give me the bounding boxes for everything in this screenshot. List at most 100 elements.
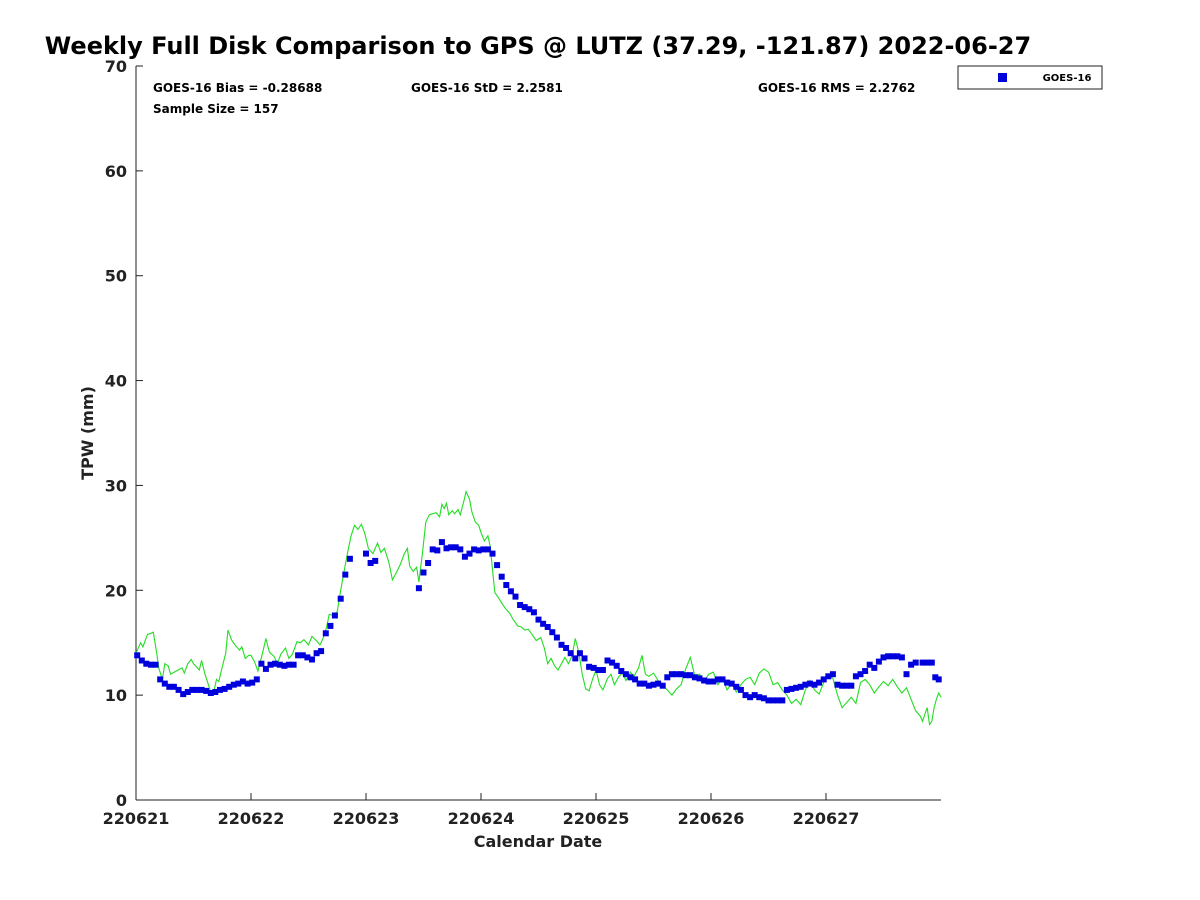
x-tick-label: 220623 xyxy=(333,809,400,828)
goes16-point xyxy=(894,653,901,660)
goes16-point xyxy=(885,653,892,660)
goes16-point xyxy=(852,673,859,680)
goes16-point xyxy=(138,657,145,664)
y-tick-label: 70 xyxy=(105,57,127,76)
goes16-point xyxy=(331,612,338,619)
goes16-point xyxy=(480,546,487,553)
goes16-point xyxy=(272,660,279,667)
goes16-point xyxy=(793,684,800,691)
goes16-point xyxy=(932,674,939,681)
goes16-point xyxy=(742,692,749,699)
goes16-point xyxy=(567,650,574,657)
goes16-point xyxy=(244,680,251,687)
goes16-point xyxy=(363,550,369,557)
x-tick-label: 220625 xyxy=(563,809,630,828)
y-tick-label: 60 xyxy=(105,162,127,181)
goes16-point xyxy=(636,680,643,687)
y-tick-label: 50 xyxy=(105,267,127,286)
goes16-point xyxy=(198,686,205,693)
goes16-point xyxy=(563,645,570,651)
goes16-point xyxy=(166,683,173,690)
goes16-point xyxy=(475,547,482,554)
goes16-point xyxy=(609,659,616,666)
goes16-point xyxy=(825,673,832,680)
goes16-point xyxy=(668,671,675,678)
goes16-point xyxy=(701,677,708,684)
goes16-point xyxy=(751,692,758,699)
goes16-point xyxy=(517,602,524,608)
goes16-point xyxy=(788,685,795,692)
goes16-point xyxy=(471,546,478,553)
goes16-point xyxy=(221,685,228,692)
goes16-point xyxy=(322,630,329,637)
goes16-point xyxy=(452,544,459,551)
goes16-point xyxy=(249,679,256,686)
goes16-point xyxy=(691,674,698,681)
goes16-point xyxy=(281,662,288,669)
goes16-point xyxy=(829,671,836,678)
legend: GOES-16 xyxy=(957,65,1103,90)
x-tick-label: 220624 xyxy=(448,809,515,828)
goes16-point xyxy=(521,604,528,611)
goes16-point xyxy=(342,571,349,578)
goes16-point xyxy=(572,655,579,662)
x-tick-label: 220627 xyxy=(793,809,860,828)
goes16-point xyxy=(903,671,910,678)
legend-marker-goes16 xyxy=(998,73,1007,82)
y-tick-label: 0 xyxy=(116,791,127,810)
goes16-point xyxy=(590,664,597,671)
goes16-point xyxy=(448,544,455,551)
goes16-point xyxy=(613,662,620,669)
goes16-point xyxy=(203,687,210,694)
y-tick-label: 10 xyxy=(105,686,127,705)
goes16-point xyxy=(553,634,560,641)
goes16-point xyxy=(367,560,374,566)
goes16-point xyxy=(728,680,735,687)
chart-title: Weekly Full Disk Comparison to GPS @ LUT… xyxy=(45,32,1031,60)
goes16-point xyxy=(664,674,671,681)
goes16-point xyxy=(710,678,717,685)
goes16-point xyxy=(714,676,721,683)
goes16-point xyxy=(705,678,712,685)
goes16-point xyxy=(157,676,164,683)
goes16-point xyxy=(285,661,292,668)
goes16-point xyxy=(309,656,315,663)
goes16-point xyxy=(760,695,767,702)
goes16-point xyxy=(632,676,639,683)
goes16-point xyxy=(457,546,464,553)
goes16-point xyxy=(797,683,804,690)
goes16-point xyxy=(152,661,159,668)
goes16-point xyxy=(747,694,754,701)
goes16-point xyxy=(678,671,685,678)
y-tick-label: 20 xyxy=(105,581,127,600)
goes16-point xyxy=(184,689,191,695)
goes16-point xyxy=(276,661,283,668)
goes16-point xyxy=(806,680,813,687)
x-ticks: 220621 220622 220623 220624 220625 220626 2206… xyxy=(103,793,860,828)
goes16-point xyxy=(147,661,154,668)
goes16-point xyxy=(839,682,846,689)
goes16-point xyxy=(327,622,334,629)
goes16-point xyxy=(193,686,200,693)
goes16-point xyxy=(239,678,246,685)
x-tick-label: 220626 xyxy=(678,809,745,828)
goes16-point xyxy=(180,691,187,698)
goes16-point xyxy=(928,659,935,666)
stat-rms: GOES-16 RMS = 2.2762 xyxy=(758,81,915,95)
goes16-point xyxy=(586,663,593,670)
goes16-point xyxy=(848,682,855,689)
goes16-point xyxy=(512,593,519,600)
goes16-point xyxy=(161,680,168,687)
goes16-point xyxy=(774,697,781,704)
goes16-point xyxy=(724,679,731,686)
goes16-point xyxy=(216,686,223,693)
goes16-point xyxy=(765,697,772,704)
goes16-point xyxy=(267,661,274,668)
stat-sample-size: Sample Size = 157 xyxy=(153,102,279,116)
goes16-point xyxy=(290,661,297,668)
x-tick-label: 220622 xyxy=(218,809,285,828)
goes16-point xyxy=(862,668,869,674)
goes16-point xyxy=(655,680,662,687)
goes16-point xyxy=(696,675,703,682)
